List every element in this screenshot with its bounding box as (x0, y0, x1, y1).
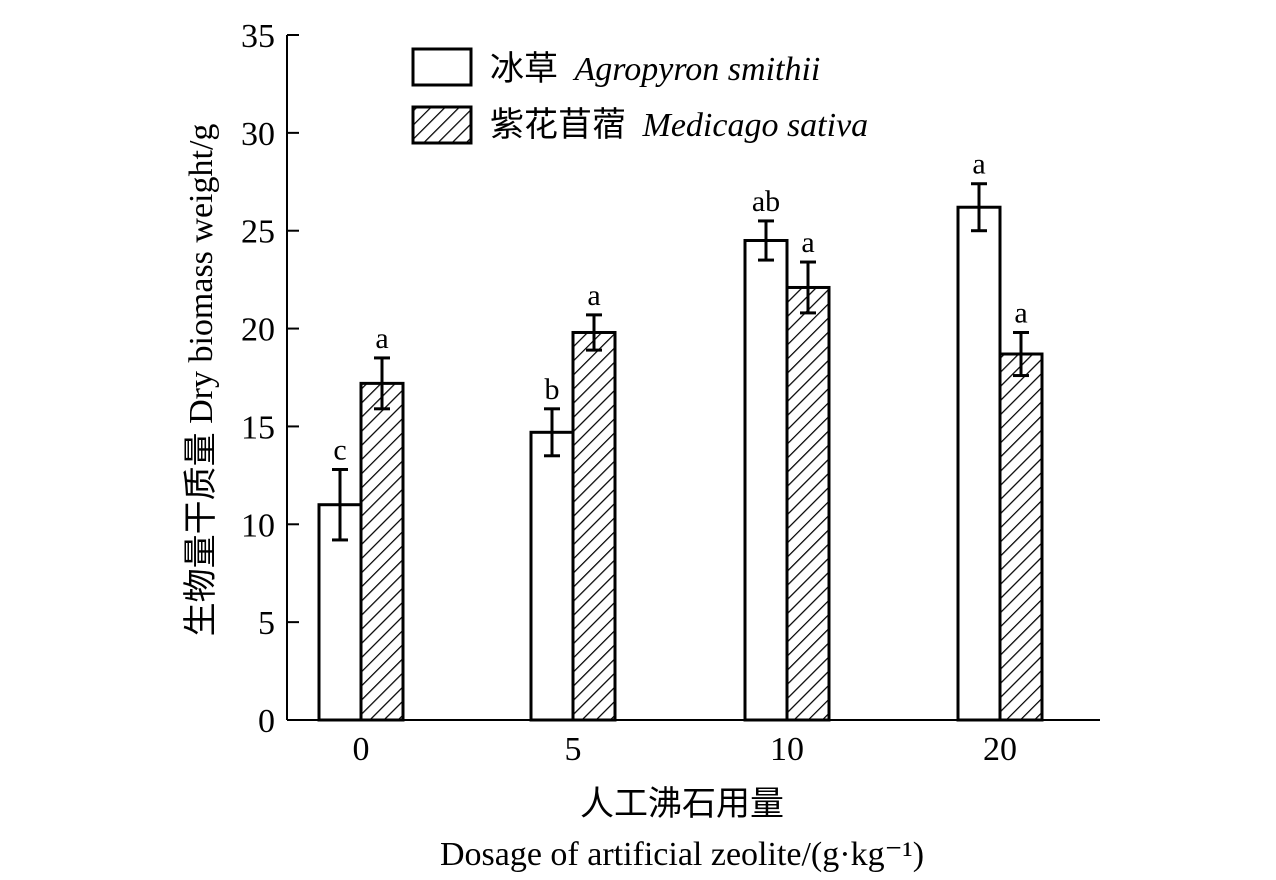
bar-agropyron (743, 239, 789, 722)
significance-label-agropyron: c (333, 433, 346, 466)
y-tick-label: 15 (241, 409, 275, 446)
y-tick-label: 30 (241, 116, 275, 153)
x-tick-label: 10 (770, 731, 804, 768)
bar-medicago (571, 330, 617, 722)
significance-label-medicago: a (375, 322, 388, 355)
significance-label-agropyron: ab (752, 185, 780, 218)
legend-label-agropyron-latin: Agropyron smithii (573, 51, 821, 88)
x-tick-label: 0 (353, 731, 370, 768)
y-tick-label: 35 (241, 18, 275, 55)
y-tick-label: 25 (241, 214, 275, 251)
legend-label-medicago: 紫花苜蓿 Medicago sativa (490, 106, 868, 144)
x-axis-label-english: Dosage of artificial zeolite/(g·kg⁻¹) (440, 836, 924, 873)
y-tick-label: 20 (241, 312, 275, 349)
x-tick-label: 20 (983, 731, 1017, 768)
axes: 0 5 10 15 20 25 30 35 0 5 10 20 (241, 18, 1100, 768)
significance-label-agropyron: b (545, 373, 560, 406)
bar-medicago (998, 352, 1044, 722)
bar-agropyron (956, 205, 1002, 722)
legend-swatch-medicago (411, 105, 473, 145)
y-tick-label: 10 (241, 507, 275, 544)
legend-swatch-agropyron (411, 47, 473, 87)
legend-label-agropyron: 冰草 Agropyron smithii (490, 50, 820, 88)
y-tick-label: 0 (258, 703, 275, 740)
y-axis-label: 生物量干质量 Dry biomass weight/g (182, 124, 220, 637)
x-axis-label-chinese: 人工沸石用量 (580, 785, 784, 823)
bar-agropyron (529, 430, 575, 722)
significance-label-medicago: a (1014, 296, 1027, 329)
legend-label-medicago-cn: 紫花苜蓿 (490, 106, 626, 144)
y-tick-label: 5 (258, 605, 275, 642)
significance-label-agropyron: a (972, 148, 985, 181)
legend-label-agropyron-cn: 冰草 (490, 50, 558, 88)
axis-labels: 生物量干质量 Dry biomass weight/g 人工沸石用量 Dosag… (182, 124, 924, 873)
legend-label-medicago-latin: Medicago sativa (642, 107, 869, 144)
legend: 冰草 Agropyron smithii 紫花苜蓿 Medicago sativ… (411, 47, 868, 145)
significance-label-medicago: a (587, 279, 600, 312)
bar-medicago (785, 285, 831, 722)
x-tick-label: 5 (565, 731, 582, 768)
bar-medicago (359, 381, 405, 722)
significance-label-medicago: a (801, 226, 814, 259)
